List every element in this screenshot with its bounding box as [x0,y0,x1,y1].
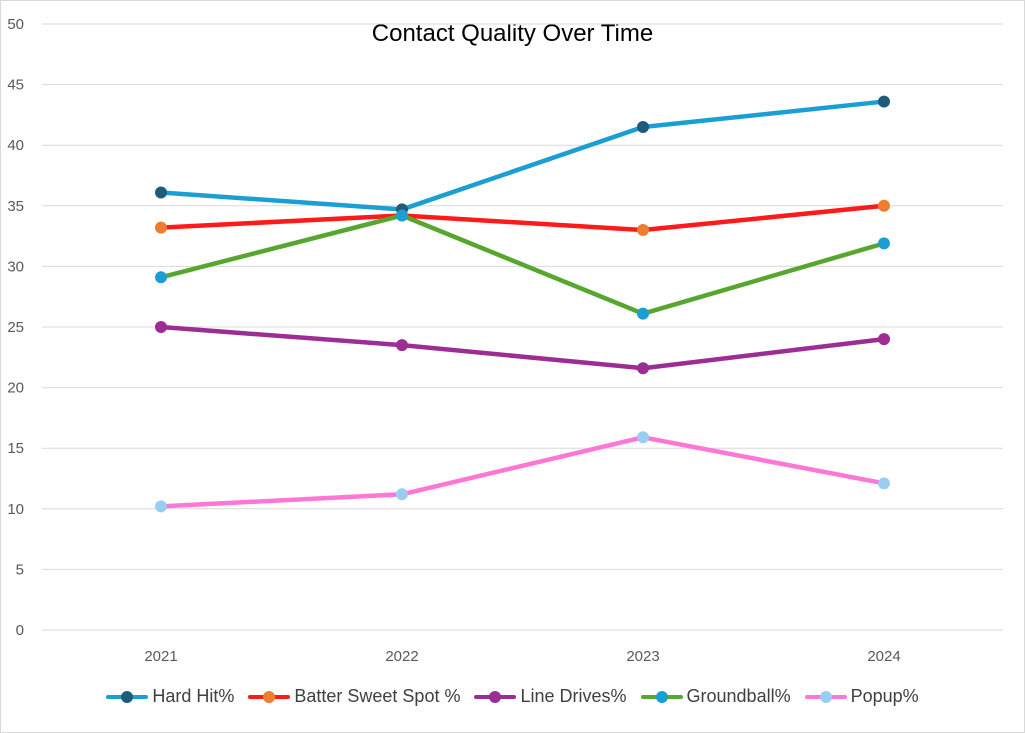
x-tick-label: 2024 [867,648,900,665]
data-point-hard-hit [155,186,167,199]
legend-item-batter-sweet-spot: Batter Sweet Spot % [248,686,460,707]
data-point-groundball [155,271,167,284]
y-tick-label: 0 [16,622,24,639]
legend-label: Line Drives% [520,686,627,706]
legend-swatch [474,690,517,704]
legend-item-line-drives: Line Drives% [474,686,627,707]
y-tick-label: 10 [7,501,24,518]
y-tick-label: 5 [16,561,24,578]
y-tick-label: 40 [7,137,24,154]
legend-item-popup: Popup% [804,686,919,707]
data-point-batter-sweet-spot [637,224,649,237]
legend-swatch [106,690,149,704]
data-point-line-drives [396,339,408,352]
x-tick-label: 2021 [144,648,177,665]
legend-marker [121,690,134,703]
data-point-line-drives [155,321,167,333]
legend-swatch [804,690,847,704]
data-point-popup [155,500,167,513]
y-tick-label: 25 [7,319,24,336]
x-tick-label: 2022 [385,648,418,665]
y-tick-label: 30 [7,258,24,275]
series-line-line-drives [158,324,887,371]
series-group [155,95,890,513]
data-point-line-drives [637,362,649,375]
legend-label: Hard Hit% [152,686,235,706]
x-tick-label: 2023 [626,648,659,665]
legend-label: Popup% [850,686,919,706]
data-point-batter-sweet-spot [878,199,890,212]
legend-swatch [248,690,291,704]
legend-item-groundball: Groundball% [640,686,791,707]
data-point-groundball [637,307,649,320]
y-tick-label: 35 [7,198,24,215]
legend-marker [655,690,668,703]
data-point-groundball [878,237,890,250]
series-line-hard-hit [158,99,887,212]
legend-label: Groundball% [686,686,791,706]
legend-label: Batter Sweet Spot % [294,686,461,706]
data-point-groundball [396,209,408,222]
series-line-groundball [158,213,887,316]
data-point-hard-hit [878,95,890,108]
y-tick-label: 20 [7,380,24,397]
data-point-popup [637,431,649,444]
y-tick-label: 45 [7,77,24,94]
y-axis-ticks: 0 5 10 15 20 25 30 35 40 45 50 [7,16,24,639]
legend: Hard Hit% Batter Sweet Spot % Line Drives%… [0,686,1025,707]
legend-item-hard-hit: Hard Hit% [106,686,234,707]
data-point-popup [878,477,890,490]
legend-marker [263,690,276,703]
y-tick-label: 15 [7,440,24,457]
data-point-line-drives [878,333,890,346]
legend-marker [819,690,832,703]
data-point-popup [396,488,408,501]
legend-marker [489,690,502,703]
y-tick-label: 50 [7,16,24,33]
legend-swatch [640,690,683,704]
x-axis-ticks: 2021 2022 2023 2024 [144,648,900,665]
series-line-batter-sweet-spot [158,203,887,233]
series-line-popup [158,435,887,509]
data-point-hard-hit [637,121,649,134]
data-point-batter-sweet-spot [155,221,167,234]
